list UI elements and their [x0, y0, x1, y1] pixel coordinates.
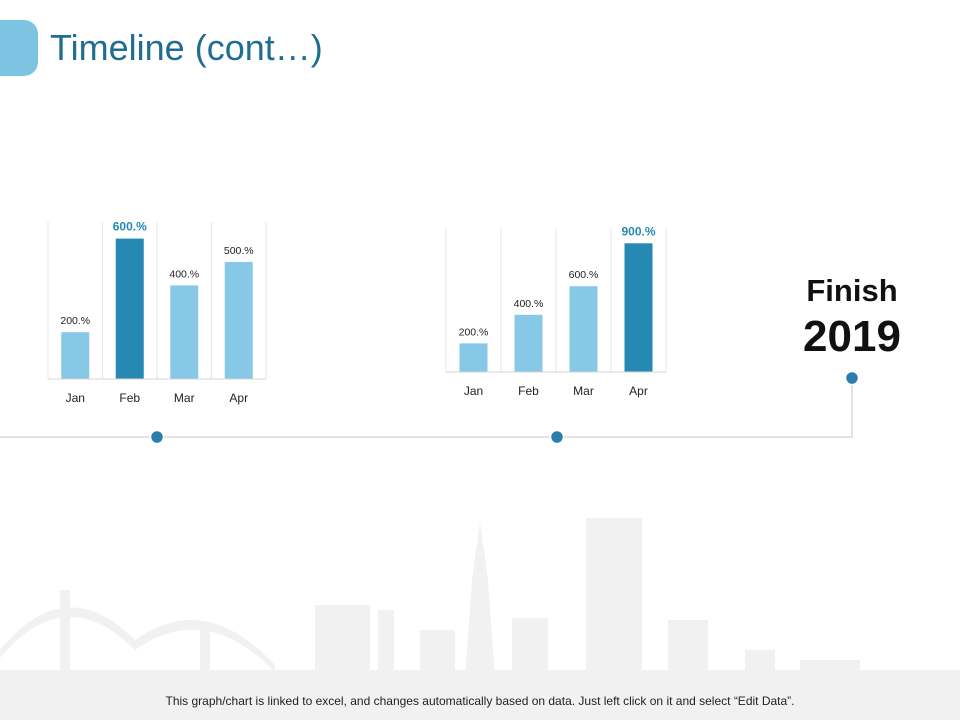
chart-2-data-label-mar: 600.%: [569, 269, 599, 281]
chart-2-tick-label-jan: Jan: [464, 384, 483, 398]
chart-1-tick-label-apr: Apr: [229, 391, 248, 405]
chart-1-data-label-jan: 200.%: [60, 315, 90, 327]
chart-1-tick-label-feb: Feb: [119, 391, 140, 405]
page-title: Timeline (cont…): [50, 27, 323, 68]
chart-1-data-label-apr: 500.%: [224, 245, 254, 257]
chart-2-bar-mar[interactable]: [569, 286, 598, 372]
timeline-dot-2: [549, 429, 565, 445]
chart-2: 200.% Jan 400.% Feb 600.% Mar 900.% Apr: [445, 224, 667, 398]
chart-2-tick-label-feb: Feb: [518, 384, 539, 398]
city-skyline-illustration: [0, 518, 960, 720]
chart-1: 200.% Jan 600.% Feb 400.% Mar 500.% Apr: [47, 220, 267, 405]
title-accent-shape: [0, 20, 38, 76]
chart-2-data-label-jan: 200.%: [459, 326, 489, 338]
chart-1-tick-label-jan: Jan: [66, 391, 85, 405]
chart-2-bar-apr[interactable]: [624, 243, 653, 372]
finish-label: Finish: [806, 273, 898, 308]
chart-1-bar-jan[interactable]: [61, 332, 90, 379]
chart-2-data-label-apr: 900.%: [621, 224, 655, 238]
chart-1-bar-apr[interactable]: [224, 262, 253, 379]
timeline-line: [0, 380, 853, 438]
chart-1-bar-mar[interactable]: [170, 285, 199, 379]
footer-note: This graph/chart is linked to excel, and…: [165, 694, 795, 708]
chart-1-data-label-feb: 600.%: [113, 220, 147, 234]
chart-1-tick-label-mar: Mar: [174, 391, 195, 405]
chart-2-data-label-feb: 400.%: [514, 298, 544, 310]
timeline-dot-1: [149, 429, 165, 445]
finish-year: 2019: [803, 312, 901, 361]
timeline-dot-finish: [844, 370, 860, 386]
chart-2-tick-label-apr: Apr: [629, 384, 648, 398]
chart-1-data-label-mar: 400.%: [169, 268, 199, 280]
chart-1-bar-feb[interactable]: [115, 238, 144, 379]
chart-2-bar-feb[interactable]: [514, 314, 543, 372]
chart-2-bar-jan[interactable]: [459, 343, 488, 372]
chart-2-tick-label-mar: Mar: [573, 384, 594, 398]
